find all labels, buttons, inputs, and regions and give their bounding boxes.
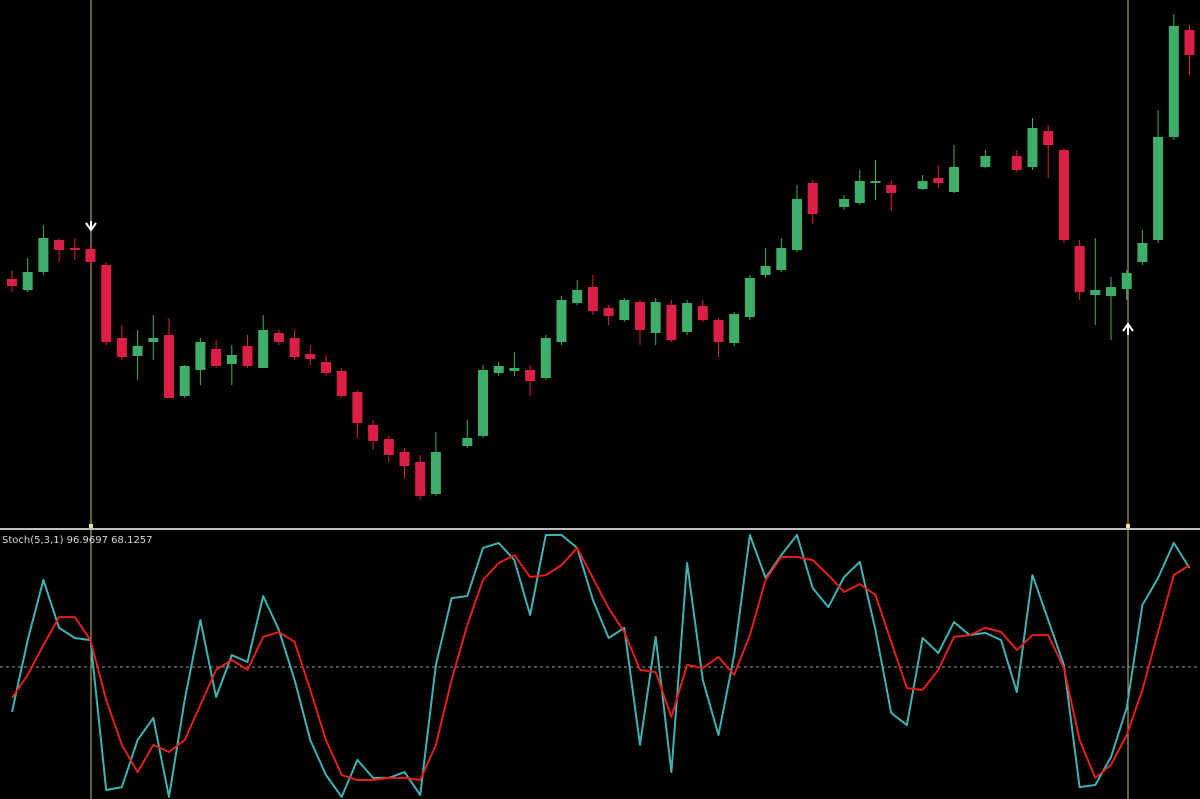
- candle-body: [148, 338, 159, 342]
- candle-body: [352, 392, 363, 423]
- candle-body: [85, 249, 96, 262]
- candle-body: [1074, 246, 1085, 292]
- candle-body: [650, 302, 661, 333]
- sell-arrow: [85, 221, 97, 232]
- candle-body: [540, 338, 551, 378]
- candle-body: [1168, 26, 1179, 137]
- candle-body: [854, 181, 865, 203]
- candle-body: [917, 181, 928, 189]
- cursor-marker: [1126, 524, 1130, 528]
- candle-body: [305, 354, 316, 359]
- stoch-line: [11, 546, 1191, 781]
- candle-body: [870, 181, 881, 183]
- candle-body: [682, 303, 693, 332]
- candle-body: [933, 178, 944, 183]
- candle-body: [132, 346, 143, 356]
- candle-body: [949, 167, 959, 192]
- candle-body: [1011, 156, 1022, 170]
- candle-body: [336, 371, 347, 396]
- candle-body: [697, 306, 708, 320]
- candle-body: [713, 320, 724, 342]
- candle-body: [493, 366, 504, 373]
- indicator-title: Stoch(5,3,1) 96.9697 68.1257: [2, 535, 153, 546]
- candle-body: [509, 368, 520, 371]
- candle-body: [744, 278, 755, 317]
- candle-body: [22, 272, 33, 290]
- candle-body: [242, 346, 253, 366]
- candle-body: [258, 330, 269, 368]
- candle-body: [399, 452, 410, 466]
- candle-body: [1153, 137, 1164, 240]
- candle-body: [226, 355, 237, 364]
- candle-body: [101, 265, 112, 342]
- candle-body: [368, 425, 379, 441]
- candle-body: [116, 338, 127, 357]
- candle-body: [980, 156, 991, 167]
- candle-body: [792, 199, 802, 250]
- candle-body: [38, 238, 49, 272]
- candle-body: [1137, 243, 1148, 262]
- candle-body: [619, 300, 630, 320]
- stoch-line: [11, 534, 1191, 798]
- candle-body: [1043, 131, 1054, 145]
- candle-body: [587, 287, 598, 311]
- candle-body: [69, 248, 80, 250]
- candle-body: [164, 335, 174, 398]
- candle-body: [1106, 287, 1116, 296]
- candle-body: [807, 183, 818, 214]
- candle-body: [1027, 128, 1038, 167]
- cursor-marker: [89, 524, 93, 528]
- candle-body: [729, 314, 740, 343]
- candle-body: [211, 349, 222, 366]
- candle-body: [478, 370, 488, 436]
- candle-body: [415, 462, 426, 496]
- candle-body: [776, 248, 787, 270]
- candle-body: [54, 240, 65, 250]
- candle-body: [525, 370, 536, 381]
- candle-body: [195, 342, 206, 370]
- candle-body: [1121, 273, 1132, 289]
- candle-body: [760, 266, 771, 275]
- buy-arrow: [1122, 322, 1134, 335]
- candle-body: [462, 438, 473, 446]
- candle-body: [635, 302, 645, 330]
- candle-body: [572, 290, 583, 303]
- candle-body: [321, 362, 331, 373]
- candle-body: [886, 185, 897, 193]
- candle-body: [273, 333, 284, 342]
- candle-body: [179, 366, 190, 396]
- candle-body: [430, 452, 441, 494]
- candle-body: [1090, 290, 1101, 295]
- candle-body: [603, 308, 614, 316]
- candle-body: [289, 338, 300, 357]
- candle-body: [1184, 30, 1195, 55]
- candle-body: [383, 439, 394, 455]
- candle-body: [839, 199, 850, 207]
- candle-body: [1058, 150, 1069, 240]
- candle-body: [7, 279, 17, 286]
- candle-body: [666, 305, 677, 340]
- candle-body: [556, 300, 567, 342]
